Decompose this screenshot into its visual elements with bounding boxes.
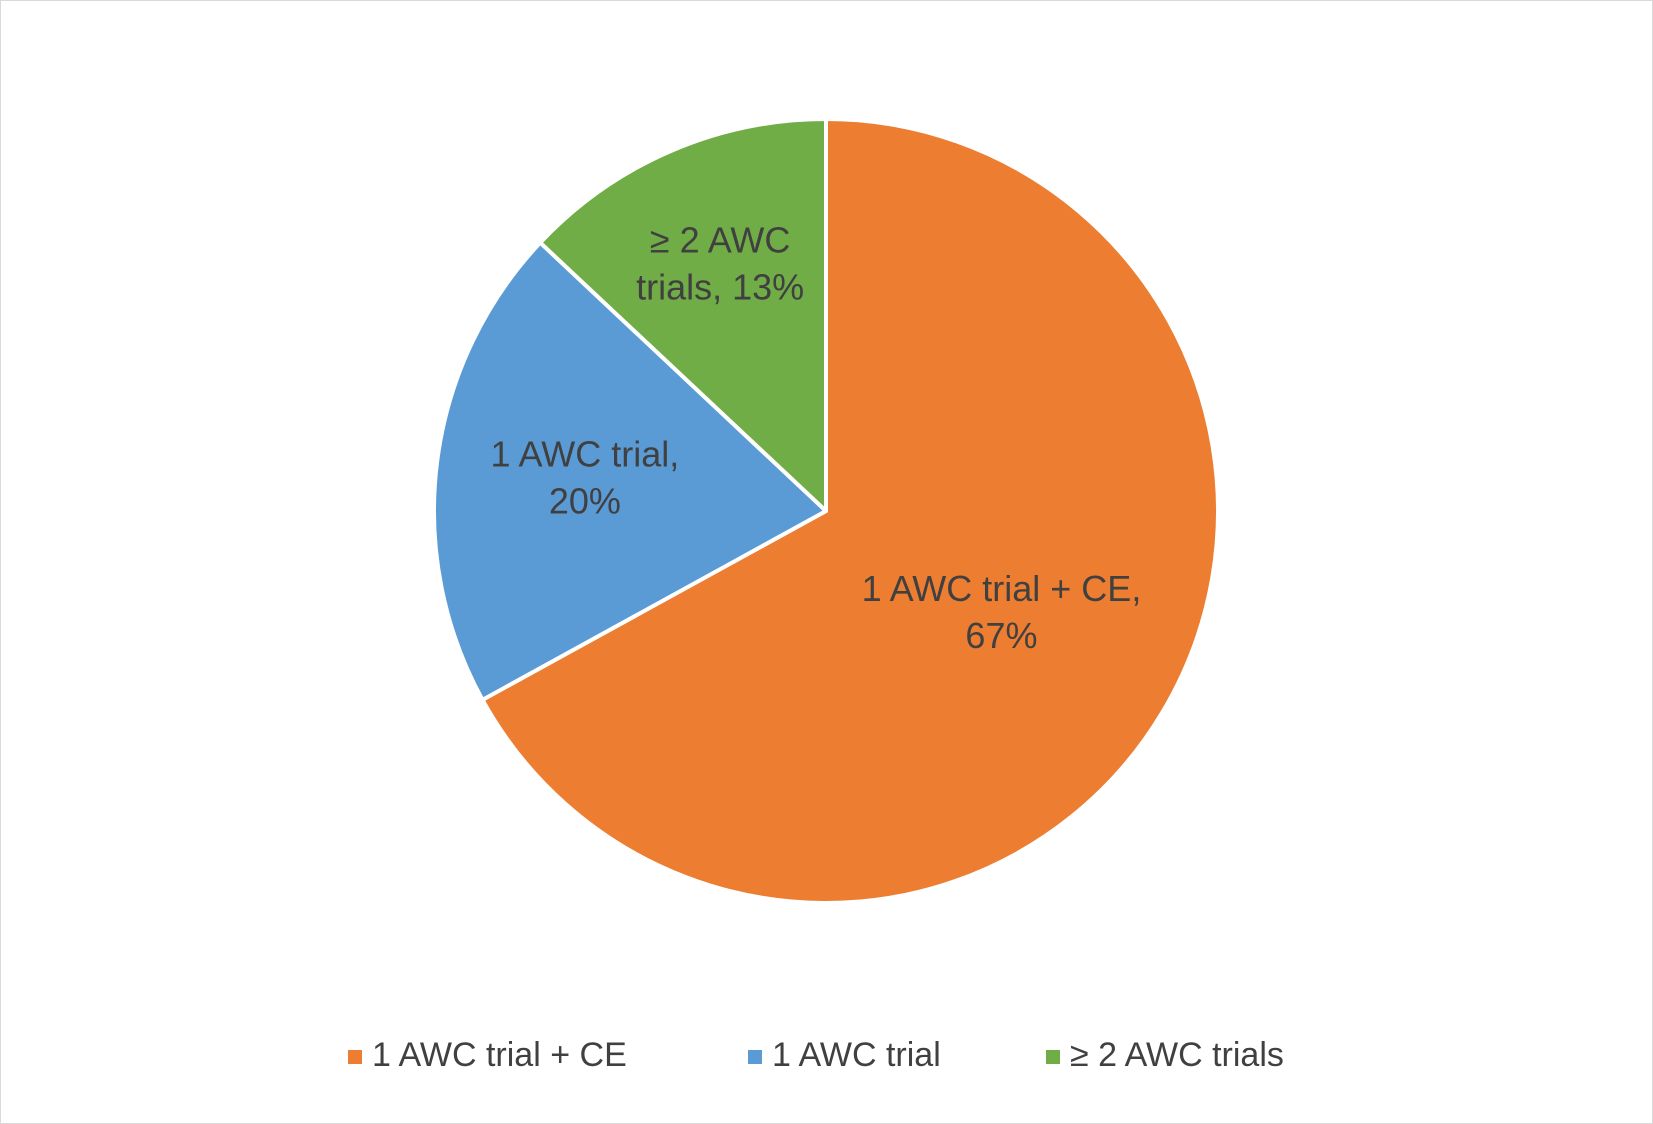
legend-marker <box>348 1050 362 1064</box>
data-label: 1 AWC trial + CE, <box>862 568 1142 609</box>
data-label: ≥ 2 AWC <box>650 219 790 260</box>
data-label: 67% <box>965 615 1037 656</box>
pie-slice <box>480 117 1220 905</box>
legend-marker <box>1046 1050 1060 1064</box>
data-label: 20% <box>549 481 621 522</box>
pie-slice <box>432 240 828 702</box>
pie-slice <box>538 117 828 513</box>
legend-label: 1 AWC trial <box>772 1036 941 1074</box>
data-label: 1 AWC trial, <box>491 434 680 475</box>
legend-label: 1 AWC trial + CE <box>372 1036 627 1074</box>
legend-marker <box>748 1050 762 1064</box>
data-label: trials, 13% <box>636 266 804 307</box>
legend-label: ≥ 2 AWC trials <box>1070 1036 1284 1074</box>
